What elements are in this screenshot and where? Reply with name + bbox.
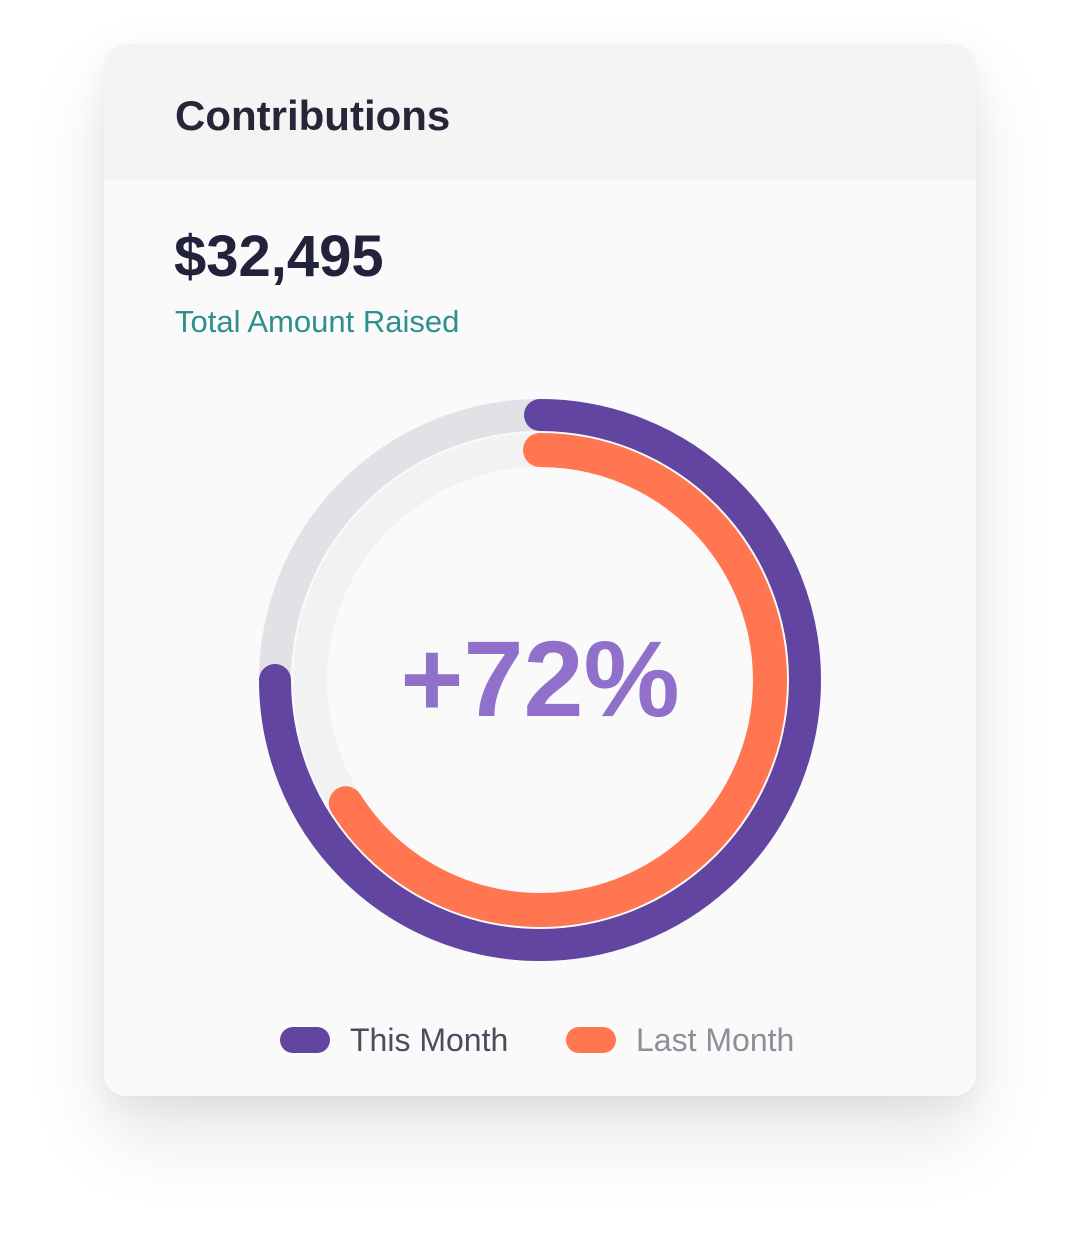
legend-item-last-month[interactable]: Last Month <box>566 1016 794 1064</box>
legend-item-this-month[interactable]: This Month <box>280 1016 508 1064</box>
arc-this-month <box>259 399 821 961</box>
card-header: Contributions <box>104 44 976 180</box>
legend-label-last-month: Last Month <box>636 1022 795 1058</box>
total-amount: $32,495 <box>174 224 384 289</box>
center-percentage: +72% <box>400 618 679 739</box>
legend-label-this-month: This Month <box>350 1022 509 1058</box>
legend-swatch-this-month <box>280 1027 330 1053</box>
contributions-card: Contributions $32,495 Total Amount Raise… <box>104 44 976 1096</box>
arc-last-month <box>328 433 787 927</box>
total-amount-label: Total Amount Raised <box>175 304 460 339</box>
legend-swatch-last-month <box>566 1027 616 1053</box>
radial-progress-chart: +72% <box>259 399 821 961</box>
card-title: Contributions <box>175 92 451 139</box>
chart-legend: This Month Last Month <box>104 1016 976 1064</box>
